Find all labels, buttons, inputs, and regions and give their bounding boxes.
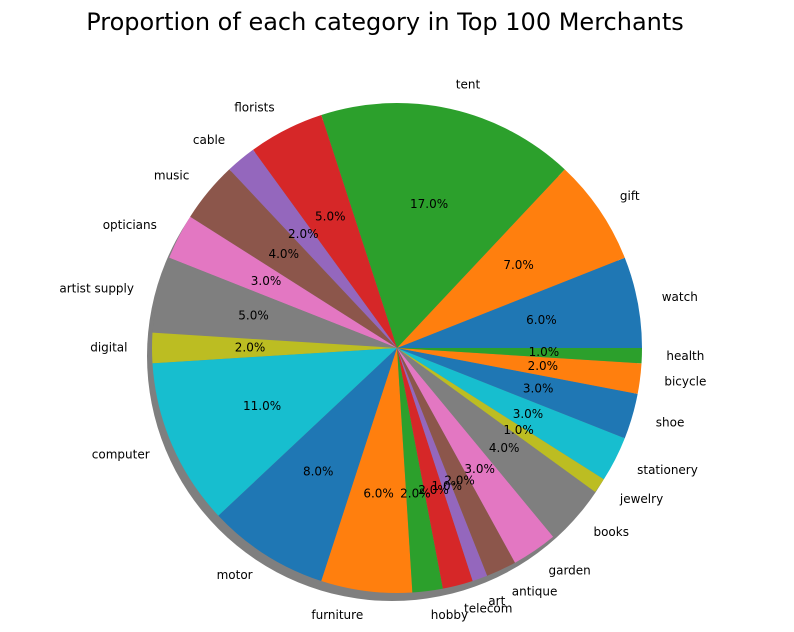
- slice-labels: watch gift tent florists cable music opticians…: [59, 77, 706, 621]
- pct-label-garden: 3.0%: [464, 462, 495, 476]
- slice-label-computer: computer: [92, 448, 150, 462]
- slice-label-shoe: shoe: [656, 416, 685, 430]
- slice-label-music: music: [154, 169, 189, 183]
- pct-label-music: 4.0%: [268, 247, 299, 261]
- pct-label-florists: 5.0%: [315, 210, 346, 224]
- slice-label-garden: garden: [548, 563, 590, 577]
- chart-title: Proportion of each category in Top 100 M…: [86, 8, 684, 36]
- pie-slice-art: [397, 348, 488, 582]
- pct-label-computer: 11.0%: [243, 399, 281, 413]
- pie-slice-music: [190, 169, 397, 348]
- pie-slice-florists: [252, 114, 397, 348]
- slice-label-motor: motor: [217, 568, 253, 582]
- pct-label-watch: 6.0%: [526, 313, 557, 327]
- pie-slice-antique: [397, 348, 516, 576]
- pie-slice-health: [397, 348, 642, 364]
- slice-label-watch: watch: [662, 290, 698, 304]
- pie-slice-stationery: [397, 348, 625, 480]
- pie-slice-jewelry: [397, 348, 604, 493]
- slice-label-art: art: [488, 594, 505, 608]
- slice-label-furniture: furniture: [311, 608, 363, 622]
- pie-slice-computer: [152, 348, 397, 516]
- pie-slice-artist-supply: [152, 257, 397, 348]
- slice-label-gift: gift: [620, 189, 640, 203]
- slice-label-stationery: stationery: [637, 463, 698, 477]
- pie-slice-opticians: [169, 216, 397, 348]
- slice-label-opticians: opticians: [103, 218, 157, 232]
- pct-label-artist-supply: 5.0%: [238, 308, 269, 322]
- pct-label-motor: 8.0%: [303, 465, 334, 479]
- pct-label-digital: 2.0%: [235, 341, 266, 355]
- pct-label-stationery: 3.0%: [513, 407, 544, 421]
- pct-label-health: 1.0%: [529, 345, 560, 359]
- pie-slices: [151, 102, 642, 593]
- slice-label-health: health: [666, 349, 704, 363]
- pie-slice-digital: [151, 332, 397, 364]
- pct-label-opticians: 3.0%: [251, 274, 282, 288]
- pct-label-tent: 17.0%: [410, 197, 448, 211]
- pct-label-furniture: 6.0%: [363, 486, 394, 500]
- pie-slice-tent: [321, 102, 565, 348]
- slice-label-hobby: hobby: [431, 608, 468, 622]
- pct-label-hobby: 2.0%: [400, 486, 431, 500]
- pct-label-shoe: 3.0%: [523, 382, 554, 396]
- pct-label-telecom: 2.0%: [418, 483, 449, 497]
- pct-label-books: 4.0%: [489, 441, 520, 455]
- percent-labels: 6.0% 7.0% 17.0% 5.0% 2.0% 4.0% 3.0% 5.0% 2.0% 11.…: [235, 197, 559, 500]
- slice-label-cable: cable: [193, 133, 225, 147]
- pie-slice-books: [397, 348, 596, 537]
- pie-slice-gift: [397, 169, 625, 348]
- slice-label-florists: florists: [234, 100, 274, 114]
- slice-label-artist-supply: artist supply: [59, 282, 134, 296]
- slice-label-antique: antique: [512, 584, 558, 598]
- pie-slice-telecom: [397, 348, 473, 589]
- pct-label-jewelry: 1.0%: [503, 423, 534, 437]
- pie-slice-cable: [229, 149, 397, 348]
- pie-slice-shoe: [397, 348, 638, 439]
- slice-label-bicycle: bicycle: [664, 374, 706, 388]
- pct-label-cable: 2.0%: [288, 227, 319, 241]
- pie-slice-watch: [397, 257, 642, 348]
- pie-slice-garden: [397, 348, 554, 563]
- pie-slice-motor: [218, 348, 397, 582]
- slice-label-books: books: [593, 525, 629, 539]
- pie-slice-furniture: [321, 348, 413, 593]
- slice-label-jewelry: jewelry: [619, 492, 663, 506]
- pct-label-bicycle: 2.0%: [528, 359, 559, 373]
- pct-label-gift: 7.0%: [503, 258, 534, 272]
- pie-slice-bicycle: [397, 348, 642, 394]
- pct-label-antique: 2.0%: [444, 474, 475, 488]
- pct-label-art: 1.0%: [432, 479, 463, 493]
- slice-label-digital: digital: [90, 341, 127, 355]
- slice-label-tent: tent: [456, 77, 481, 91]
- slice-label-telecom: telecom: [464, 602, 512, 616]
- pie-slice-hobby: [397, 348, 443, 593]
